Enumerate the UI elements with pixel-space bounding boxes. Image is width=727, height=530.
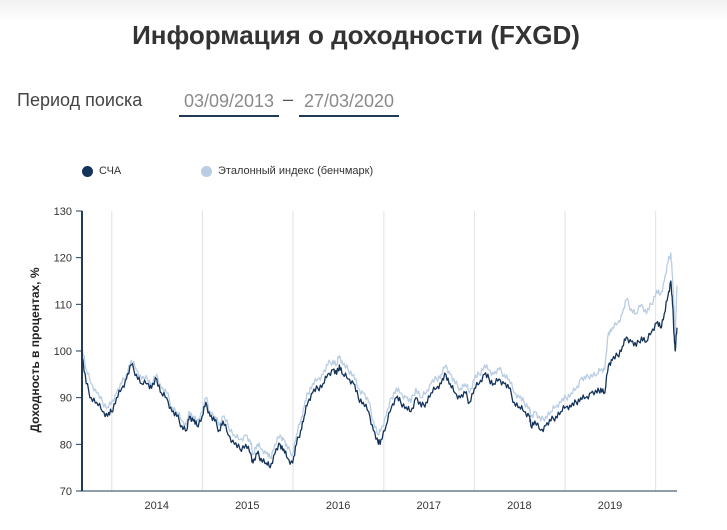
x-tick-label-2015: 2015 xyxy=(235,500,259,512)
x-tick-label-2016: 2016 xyxy=(326,500,350,512)
legend-label-benchmark: Эталонный индекс (бенчмарк) xyxy=(218,165,374,177)
period-label: Период поиска xyxy=(17,90,143,110)
date-dash: – xyxy=(283,89,294,109)
series-line-nav xyxy=(81,280,678,469)
page-title: Информация о доходности (FXGD) xyxy=(132,20,580,50)
y-tick-label-100: 100 xyxy=(54,346,72,358)
date-from-input[interactable]: 03/09/2013 xyxy=(179,89,279,117)
grid-layer xyxy=(111,211,657,491)
series-layer xyxy=(81,252,678,469)
y-tick-label-120: 120 xyxy=(54,253,72,265)
legend-dot-nav xyxy=(82,165,93,177)
y-tick-label-130: 130 xyxy=(54,206,72,218)
legend-dot-benchmark xyxy=(201,165,212,177)
legend-item-benchmark[interactable]: Эталонный индекс (бенчмарк) xyxy=(201,165,373,177)
series-line-benchmark xyxy=(81,252,678,460)
y-tick-label-70: 70 xyxy=(60,486,72,498)
legend-label-nav: СЧА xyxy=(99,165,122,177)
x-tick-label-2017: 2017 xyxy=(417,500,441,512)
legend-item-nav[interactable]: СЧА xyxy=(82,165,121,177)
y-tick-label-80: 80 xyxy=(60,439,72,451)
x-tick-label-2018: 2018 xyxy=(507,500,531,512)
top-shade xyxy=(0,0,727,22)
axis-layer: 70 80 90 100 110 120 130 2014 2015 2016 2017 2018 20… xyxy=(54,206,677,512)
x-tick-label-2019: 2019 xyxy=(598,500,622,512)
y-tick-label-90: 90 xyxy=(60,393,72,405)
y-tick-label-110: 110 xyxy=(54,299,72,311)
x-tick-label-2014: 2014 xyxy=(144,500,168,512)
y-axis-title: Доходность в процентах, % xyxy=(28,267,42,432)
date-to-input[interactable]: 27/03/2020 xyxy=(299,89,399,117)
